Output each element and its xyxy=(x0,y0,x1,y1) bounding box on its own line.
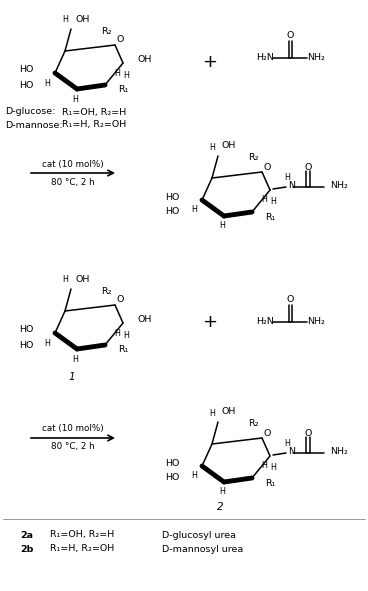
Text: NH₂: NH₂ xyxy=(330,447,348,456)
Text: HO: HO xyxy=(19,66,33,74)
Text: H: H xyxy=(219,222,225,230)
Text: O: O xyxy=(263,163,271,171)
Text: R₁=OH, R₂=H: R₁=OH, R₂=H xyxy=(50,531,114,540)
Text: +: + xyxy=(202,313,217,331)
Text: H: H xyxy=(284,440,290,449)
Text: R₁=H, R₂=OH: R₁=H, R₂=OH xyxy=(62,121,126,129)
Text: OH: OH xyxy=(138,314,152,323)
Text: D-glucose:: D-glucose: xyxy=(5,108,55,116)
Text: O: O xyxy=(304,428,312,437)
Text: N: N xyxy=(288,446,295,456)
Text: OH: OH xyxy=(138,54,152,63)
Text: HO: HO xyxy=(166,459,180,467)
Text: H: H xyxy=(123,330,129,339)
Text: R₂: R₂ xyxy=(248,420,258,428)
Text: +: + xyxy=(202,53,217,71)
Text: 2b: 2b xyxy=(20,544,33,554)
Text: OH: OH xyxy=(222,408,236,417)
Text: 80 °C, 2 h: 80 °C, 2 h xyxy=(51,443,95,452)
Text: HO: HO xyxy=(166,207,180,216)
Text: H: H xyxy=(72,95,78,103)
Text: cat (10 mol%): cat (10 mol%) xyxy=(42,424,104,434)
Text: H: H xyxy=(44,339,50,348)
Text: 2: 2 xyxy=(217,502,223,512)
Text: N: N xyxy=(288,180,295,190)
Text: H: H xyxy=(219,488,225,496)
Text: D-mannose:: D-mannose: xyxy=(5,121,63,129)
Text: 80 °C, 2 h: 80 °C, 2 h xyxy=(51,177,95,187)
Text: D-mannosyl urea: D-mannosyl urea xyxy=(162,544,243,554)
Text: NH₂: NH₂ xyxy=(330,181,348,190)
Text: O: O xyxy=(116,296,124,304)
Text: H: H xyxy=(191,206,197,215)
Text: 1: 1 xyxy=(69,372,75,382)
Text: HO: HO xyxy=(166,473,180,482)
Text: OH: OH xyxy=(222,141,236,151)
Text: H: H xyxy=(270,463,276,472)
Text: HO: HO xyxy=(19,80,33,89)
Text: NH₂: NH₂ xyxy=(307,53,325,61)
Text: R₁: R₁ xyxy=(118,86,128,95)
Text: H: H xyxy=(191,472,197,480)
Text: H: H xyxy=(284,174,290,183)
Text: H: H xyxy=(44,79,50,87)
Text: NH₂: NH₂ xyxy=(307,317,325,326)
Text: H: H xyxy=(261,196,267,204)
Text: R₁: R₁ xyxy=(265,213,275,222)
Text: R₁=OH, R₂=H: R₁=OH, R₂=H xyxy=(62,108,126,116)
Text: H: H xyxy=(209,408,215,417)
Text: O: O xyxy=(263,428,271,437)
Text: H₂N: H₂N xyxy=(256,317,274,326)
Text: R₂: R₂ xyxy=(248,154,258,163)
Text: H: H xyxy=(72,355,78,363)
Text: 2a: 2a xyxy=(20,531,33,540)
Text: D-glucosyl urea: D-glucosyl urea xyxy=(162,531,236,540)
Text: H: H xyxy=(62,15,68,24)
Text: R₁=H, R₂=OH: R₁=H, R₂=OH xyxy=(50,544,114,554)
Text: H: H xyxy=(114,69,120,77)
Text: O: O xyxy=(286,296,294,304)
Text: HO: HO xyxy=(19,340,33,349)
Text: R₁: R₁ xyxy=(265,479,275,488)
Text: O: O xyxy=(116,35,124,44)
Text: O: O xyxy=(286,31,294,41)
Text: OH: OH xyxy=(75,274,89,284)
Text: H: H xyxy=(261,462,267,470)
Text: H: H xyxy=(114,329,120,337)
Text: H: H xyxy=(123,70,129,80)
Text: HO: HO xyxy=(166,193,180,202)
Text: H: H xyxy=(209,142,215,151)
Text: OH: OH xyxy=(75,15,89,24)
Text: R₂: R₂ xyxy=(101,27,111,35)
Text: R₂: R₂ xyxy=(101,287,111,296)
Text: O: O xyxy=(304,163,312,171)
Text: H: H xyxy=(270,197,276,206)
Text: cat (10 mol%): cat (10 mol%) xyxy=(42,160,104,168)
Text: HO: HO xyxy=(19,326,33,335)
Text: R₁: R₁ xyxy=(118,346,128,355)
Text: H: H xyxy=(62,275,68,284)
Text: H₂N: H₂N xyxy=(256,53,274,61)
